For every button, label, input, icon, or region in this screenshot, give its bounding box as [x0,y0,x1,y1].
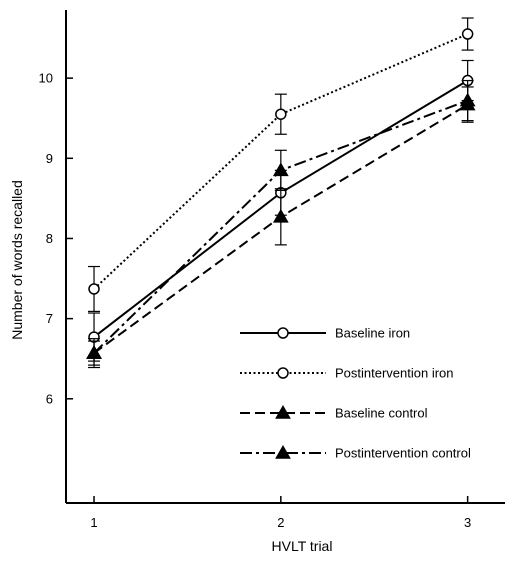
legend: Baseline iron Postintervention iron Baseli… [240,326,471,461]
legend-label: Postintervention control [335,446,471,461]
data-point [272,208,289,223]
legend-entry: Baseline iron [240,326,410,341]
x-tick-label: 1 [90,515,97,530]
legend-entry: Baseline control [240,404,428,421]
data-point [459,92,476,107]
axes: 6 7 8 9 10 1 2 3 [39,10,505,530]
legend-label: Baseline iron [335,326,410,341]
data-point [275,108,287,120]
data-point [272,162,289,177]
x-axis-label: HVLT trial [272,538,333,554]
data-point [88,283,100,295]
series-2 [88,17,474,313]
y-tick-label: 6 [46,391,53,406]
y-tick-label: 8 [46,231,53,246]
y-axis-label: Number of words recalled [9,180,25,340]
x-tick-label: 3 [464,515,471,530]
series-4 [86,79,476,366]
legend-marker [277,327,289,339]
legend-label: Postintervention iron [335,366,454,381]
x-tick-label: 2 [277,515,284,530]
y-tick-label: 10 [39,71,53,86]
y-tick-label: 7 [46,311,53,326]
legend-entry: Postintervention iron [240,366,454,381]
data-point [461,28,474,40]
legend-label: Baseline control [335,406,428,421]
y-tick-label: 9 [46,151,53,166]
series-layer [86,17,476,369]
legend-entry: Postintervention control [240,444,471,461]
legend-marker [275,444,291,459]
data-point [86,345,102,359]
legend-marker [277,367,289,379]
legend-marker [275,404,291,419]
